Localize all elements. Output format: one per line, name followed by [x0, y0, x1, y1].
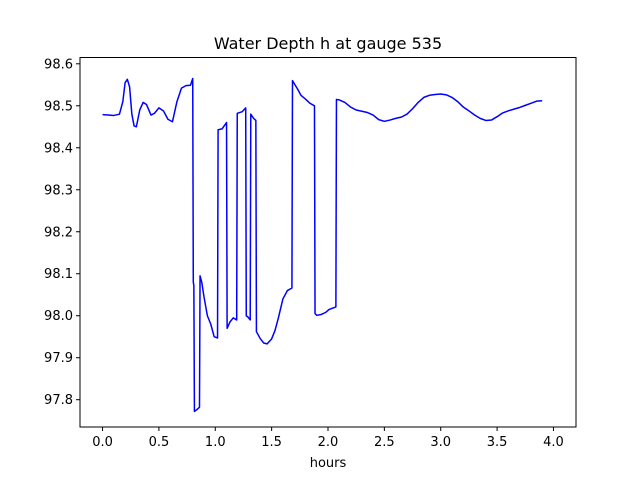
x-tick-label: 2.0: [318, 435, 339, 450]
y-tick-label: 98.3: [44, 183, 73, 198]
x-axis-label: hours: [310, 456, 347, 471]
y-tick-label: 98.6: [44, 57, 73, 72]
series-line-water-depth: [102, 77, 543, 413]
x-tick-label: 0.5: [149, 435, 170, 450]
y-tick-label: 98.4: [44, 141, 73, 156]
y-tick-label: 98.0: [44, 309, 73, 324]
x-tick-label: 1.0: [205, 435, 226, 450]
y-tick-label: 98.5: [44, 99, 73, 114]
x-tick-label: 2.5: [374, 435, 395, 450]
y-tick-label: 98.2: [44, 225, 73, 240]
x-tick-label: 0.0: [92, 435, 113, 450]
x-tick-label: 3.5: [487, 435, 508, 450]
series-layer: [102, 77, 543, 413]
x-axis-ticks: 0.0 0.5 1.0 1.5 2.0 2.5 3.0 3.5 4.0: [92, 427, 564, 450]
x-tick-label: 3.0: [430, 435, 451, 450]
chart-title: Water Depth h at gauge 535: [214, 34, 442, 53]
y-axis-ticks: 97.8 97.9 98.0 98.1 98.2 98.3 98.4 98.5 98.6: [44, 57, 80, 408]
plot-frame: [79, 57, 577, 428]
x-tick-label: 1.5: [261, 435, 282, 450]
y-tick-label: 97.8: [44, 393, 73, 408]
y-tick-label: 97.9: [44, 351, 73, 366]
x-tick-label: 4.0: [543, 435, 564, 450]
y-tick-label: 98.1: [44, 267, 73, 282]
